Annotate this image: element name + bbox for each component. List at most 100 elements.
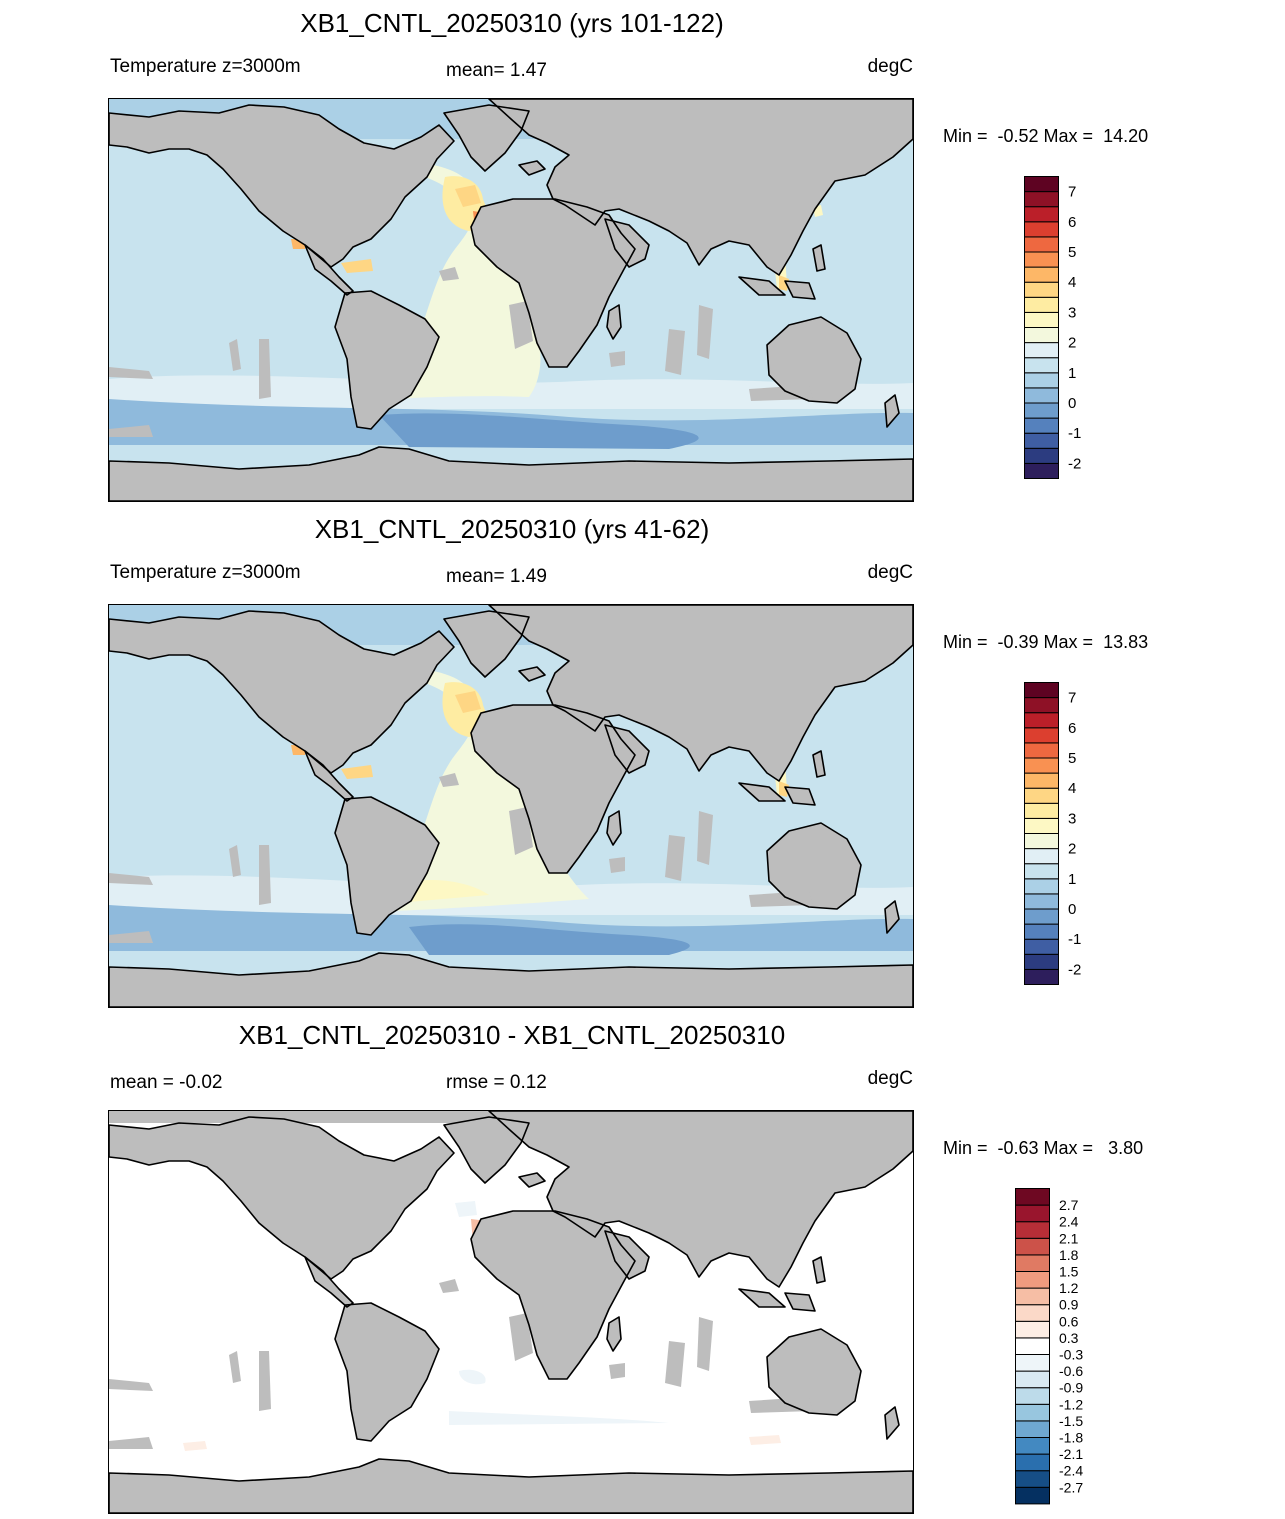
colorbar-tick-label: -1.8 [1059, 1430, 1083, 1446]
colorbar-swatch [1024, 176, 1059, 193]
colorbar-swatch [1024, 236, 1059, 253]
colorbar-tick-label: 0.9 [1059, 1297, 1079, 1313]
colorbar-swatch [1015, 1387, 1050, 1405]
colorbar-swatch [1024, 342, 1059, 359]
colorbar-swatch [1015, 1271, 1050, 1289]
colorbar: -2 -1 0 1 2 3 4 5 6 7 [1024, 176, 1114, 480]
colorbar: -2 -1 0 1 2 3 4 5 6 7 [1024, 682, 1114, 986]
colorbar-swatch [1024, 727, 1059, 744]
colorbar-swatch [1015, 1354, 1050, 1372]
colorbar-swatch [1024, 923, 1059, 940]
units-label: degC [867, 562, 913, 583]
colorbar-swatch [1024, 266, 1059, 283]
colorbar-tick-label: 0.6 [1059, 1313, 1079, 1329]
colorbar-swatch [1024, 697, 1059, 714]
colorbar-tick-label: 6 [1068, 720, 1076, 737]
colorbar-swatch [1015, 1287, 1050, 1306]
colorbar-tick-label: 5 [1068, 750, 1076, 767]
colorbar-tick-label: 0 [1068, 901, 1076, 918]
colorbar-tick-label: -2.7 [1059, 1479, 1083, 1495]
colorbar-swatch [1015, 1403, 1050, 1422]
panel-title: XB1_CNTL_20250310 (yrs 41-62) [314, 514, 710, 544]
colorbar-swatch [1024, 372, 1059, 389]
colorbar-swatch [1024, 848, 1059, 865]
min-max-label: Min = -0.39 Max = 13.83 [943, 632, 1149, 652]
temperature-map [108, 98, 914, 502]
colorbar-swatch [1024, 387, 1059, 404]
variable-label: Temperature z=3000m [110, 562, 301, 583]
colorbar-swatch [1024, 206, 1059, 223]
colorbar-tick-label: 3 [1068, 810, 1076, 827]
colorbar-swatch [1015, 1188, 1050, 1206]
colorbar-tick-label: -0.6 [1059, 1363, 1083, 1379]
colorbar-swatch [1024, 757, 1059, 774]
colorbar-swatch [1015, 1453, 1050, 1472]
colorbar-swatch [1015, 1437, 1050, 1455]
mean-label: mean = -0.02 [110, 1072, 223, 1093]
colorbar-tick-label: 0.3 [1059, 1330, 1079, 1346]
colorbar-swatch [1024, 817, 1059, 834]
colorbar-swatch [1024, 772, 1059, 789]
colorbar-tick-label: -2 [1068, 961, 1081, 978]
colorbar-swatch [1024, 402, 1059, 419]
land-mask [109, 605, 913, 1007]
panel-yrs-101-122: XB1_CNTL_20250310 (yrs 101-122) Temperat… [0, 0, 1285, 506]
colorbar-swatch [1015, 1337, 1050, 1355]
colorbar-swatch [1024, 863, 1059, 880]
min-max-label: Min = -0.63 Max = 3.80 [943, 1138, 1144, 1158]
land-mask [109, 1111, 913, 1513]
colorbar-swatch [1015, 1420, 1050, 1438]
land-mask [109, 99, 913, 501]
colorbar-tick-label: 0 [1068, 395, 1076, 412]
colorbar-swatch [1015, 1254, 1050, 1273]
colorbar-tick-label: -2.4 [1059, 1463, 1083, 1479]
rmse-label: rmse = 0.12 [446, 1072, 547, 1093]
colorbar-swatch [1024, 968, 1059, 985]
colorbar-tick-label: 2.7 [1059, 1197, 1079, 1213]
difference-map [108, 1110, 914, 1514]
colorbar-swatch [1024, 833, 1059, 850]
panel-title: XB1_CNTL_20250310 - XB1_CNTL_20250310 [238, 1020, 786, 1050]
colorbar-tick-label: -0.9 [1059, 1380, 1083, 1396]
colorbar: -2.7 -2.4 -2.1 -1.8 -1.5 -1.2 -0.9 -0.6 -0.3 0.3 0… [1015, 1188, 1105, 1506]
colorbar-swatch [1024, 682, 1059, 699]
colorbar-swatch [1024, 417, 1059, 434]
mean-label: mean= 1.47 [446, 60, 547, 81]
colorbar-swatch [1024, 327, 1059, 344]
colorbar-swatch [1015, 1304, 1050, 1322]
colorbar-swatch [1024, 357, 1059, 374]
colorbar-swatch [1024, 908, 1059, 925]
colorbar-tick-label: 1.5 [1059, 1264, 1079, 1280]
units-label: degC [867, 56, 913, 77]
colorbar-tick-label: -0.3 [1059, 1347, 1083, 1363]
colorbar-swatch [1015, 1470, 1050, 1488]
colorbar-swatch [1024, 953, 1059, 970]
colorbar-tick-label: 7 [1068, 184, 1076, 201]
colorbar-swatch [1024, 311, 1059, 328]
colorbar-tick-label: -2 [1068, 455, 1081, 472]
panel-difference: XB1_CNTL_20250310 - XB1_CNTL_20250310 me… [0, 1012, 1285, 1518]
colorbar-tick-label: -1.2 [1059, 1396, 1083, 1412]
colorbar-swatch [1024, 742, 1059, 759]
mean-label: mean= 1.49 [446, 566, 547, 587]
colorbar-tick-label: 4 [1068, 274, 1076, 291]
colorbar-tick-label: 1.8 [1059, 1247, 1079, 1263]
colorbar-swatch [1024, 296, 1059, 313]
colorbar-tick-label: -1 [1068, 425, 1081, 442]
colorbar-tick-label: 2 [1068, 841, 1076, 858]
colorbar-swatch [1024, 878, 1059, 895]
colorbar-swatch [1024, 221, 1059, 238]
colorbar-tick-label: 2 [1068, 335, 1076, 352]
colorbar-tick-label: -2.1 [1059, 1446, 1083, 1462]
colorbar-tick-label: 2.1 [1059, 1230, 1079, 1246]
colorbar-tick-label: -1.5 [1059, 1413, 1083, 1429]
colorbar-swatch [1024, 938, 1059, 955]
colorbar-swatch [1015, 1320, 1050, 1339]
colorbar-swatch [1024, 787, 1059, 804]
colorbar-swatch [1024, 712, 1059, 729]
colorbar-tick-label: 1 [1068, 871, 1076, 888]
colorbar-swatch [1015, 1486, 1050, 1505]
colorbar-swatch [1024, 191, 1059, 208]
colorbar-swatch [1015, 1237, 1050, 1256]
colorbar-tick-label: 1.2 [1059, 1280, 1079, 1296]
